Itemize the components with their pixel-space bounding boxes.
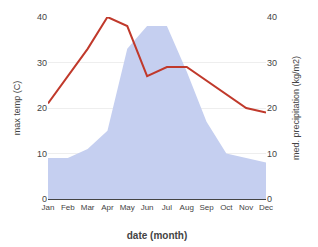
svg-text:Sep: Sep xyxy=(199,203,214,212)
svg-text:30: 30 xyxy=(37,58,47,68)
svg-text:Nov: Nov xyxy=(239,203,253,212)
svg-text:10: 10 xyxy=(267,149,277,159)
svg-text:20: 20 xyxy=(267,103,277,113)
svg-text:20: 20 xyxy=(37,103,47,113)
svg-text:max temp (C): max temp (C) xyxy=(12,81,22,136)
svg-text:Mar: Mar xyxy=(81,203,95,212)
svg-text:Jun: Jun xyxy=(141,203,154,212)
svg-text:Jul: Jul xyxy=(162,203,172,212)
svg-text:Apr: Apr xyxy=(101,203,114,212)
svg-text:30: 30 xyxy=(267,58,277,68)
svg-text:40: 40 xyxy=(37,12,47,22)
svg-text:Oct: Oct xyxy=(220,203,233,212)
svg-text:0: 0 xyxy=(267,194,272,204)
svg-text:Feb: Feb xyxy=(61,203,75,212)
svg-text:40: 40 xyxy=(267,12,277,22)
svg-text:Jan: Jan xyxy=(42,203,55,212)
svg-text:May: May xyxy=(120,203,135,212)
svg-text:0: 0 xyxy=(42,194,47,204)
svg-text:date (month): date (month) xyxy=(127,230,188,241)
svg-text:Dec: Dec xyxy=(259,203,273,212)
svg-text:Aug: Aug xyxy=(180,203,194,212)
svg-text:med. precipitation (kg/m2): med. precipitation (kg/m2) xyxy=(291,56,301,160)
svg-text:10: 10 xyxy=(37,149,47,159)
